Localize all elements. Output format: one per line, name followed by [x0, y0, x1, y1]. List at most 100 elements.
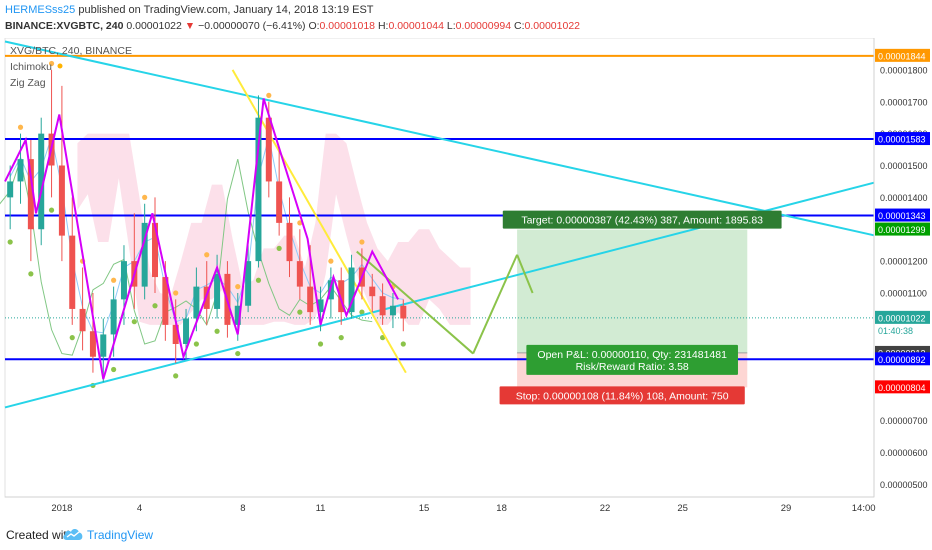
created-with-text: Created with [6, 528, 74, 542]
ichimoku-dot [7, 239, 13, 245]
price-label-text: 0.00000804 [878, 383, 926, 393]
candle-body [276, 181, 283, 223]
candle-body [27, 159, 34, 230]
profit-zone[interactable] [517, 229, 748, 353]
price-tick-label: 0.00001200 [880, 257, 928, 267]
ichimoku-dot [297, 220, 303, 226]
author-link[interactable]: HERMESss25 [5, 4, 76, 16]
time-tick-label: 2018 [51, 503, 72, 514]
candle-body [389, 305, 396, 316]
candle-body [152, 222, 159, 278]
trendline[interactable] [472, 254, 519, 354]
legend-zigzag: Zig Zag [10, 77, 46, 89]
tradingview-cloud-icon [63, 529, 83, 540]
ichimoku-dot [235, 284, 241, 290]
time-tick-label: 11 [316, 503, 326, 514]
price-tick-label: 0.00000600 [880, 448, 928, 458]
candle-body [307, 286, 314, 313]
low-label: L: [446, 20, 456, 32]
candle-body [79, 308, 86, 332]
close-value: 0.00001022 [524, 20, 581, 32]
trendline[interactable] [4, 40, 875, 237]
price-label-text: 0.00001299 [878, 225, 926, 235]
candle-body [162, 277, 169, 325]
ichimoku-dot [142, 194, 148, 200]
chart-legend: XVG/BTC, 240, BINANCE Ichimoku Zig Zag [10, 45, 132, 89]
candle-body [120, 261, 127, 300]
price-label-text: 0.00001022 [878, 313, 926, 323]
candle-body [369, 286, 376, 297]
ichimoku-dot [152, 303, 158, 309]
price-chart[interactable]: 0.000005000.000006000.000007000.00000900… [0, 37, 932, 520]
price-label-box[interactable] [875, 48, 930, 62]
candle-body [110, 299, 117, 335]
ichimoku-dot [173, 290, 179, 296]
price-tick-label: 0.00000500 [880, 480, 928, 490]
candle-body [286, 222, 293, 262]
ichimoku-dot [48, 207, 55, 213]
candle-body [214, 273, 221, 309]
price-tick-label: 0.00001100 [880, 289, 927, 299]
trendline[interactable] [516, 254, 534, 294]
ichimoku-dot [338, 335, 344, 341]
price-label-box[interactable] [875, 380, 930, 394]
ichimoku-dot [276, 245, 282, 251]
tradingview-brand[interactable]: TradingView [87, 528, 154, 542]
ichimoku-dot [235, 350, 241, 357]
ichimoku-dot [317, 341, 324, 347]
price-label-text: 0.00001844 [878, 51, 926, 61]
candle-body [296, 261, 303, 287]
price-axis-bg [874, 38, 932, 497]
zigzag-indicator [4, 98, 399, 380]
open-value: 0.00001018 [319, 20, 376, 32]
target-label-box [502, 210, 782, 229]
ichimoku-dot [214, 328, 220, 334]
ichimoku-dot [111, 277, 117, 283]
candle-body [89, 331, 96, 357]
ichimoku-dot [28, 271, 34, 277]
ichimoku-dot [204, 252, 210, 258]
ichimoku-dot [193, 341, 199, 347]
price-tick-label: 0.00001500 [880, 161, 928, 171]
price-label-box[interactable] [875, 352, 930, 366]
trendline[interactable] [356, 250, 474, 355]
pnl-label-text: Open P&L: 0.00000110, Qty: 231481481 [537, 349, 727, 361]
legend-ichimoku: Ichimoku [10, 61, 52, 73]
price-tick-label: 0.00001700 [880, 97, 928, 107]
ichimoku-dot [380, 335, 386, 341]
candle-body [38, 133, 45, 230]
publish-line: HERMESss25 published on TradingView.com,… [5, 4, 374, 16]
chart-area[interactable]: 0.000005000.000006000.000007000.00000900… [0, 37, 932, 520]
ichimoku-dot [400, 341, 406, 347]
candle-body [255, 117, 262, 262]
ichimoku-dot [69, 335, 75, 341]
price-tick-label: 0.00001800 [880, 65, 928, 75]
candle-body [245, 261, 252, 306]
down-arrow-icon: ▼ [184, 20, 196, 32]
candle-body [183, 318, 190, 344]
high-label: H: [377, 20, 389, 32]
ichimoku-dot [48, 60, 55, 67]
ichimoku-dot [297, 309, 303, 315]
price-label-box[interactable] [875, 132, 930, 146]
candle-body [265, 117, 272, 182]
candle-body [17, 159, 24, 182]
price-label-box[interactable] [875, 222, 930, 236]
candle-body [7, 181, 14, 198]
stop-label-box [499, 386, 745, 405]
time-tick-label: 18 [496, 503, 507, 514]
time-axis[interactable]: 2018 4 8 11 15 18 22 25 29 14:00 [5, 496, 876, 514]
price-axis[interactable]: 0.000005000.000006000.000007000.00000900… [873, 38, 932, 497]
low-value: 0.00000994 [455, 20, 512, 32]
published-text: published on TradingView.com, January 14… [75, 4, 374, 16]
time-tick-label: 22 [600, 503, 611, 514]
open-label: O: [308, 20, 320, 32]
footer: Created with TradingView [0, 520, 932, 550]
pnl-label-text: Risk/Reward Ratio: 3.58 [576, 361, 689, 373]
price-label-box[interactable] [875, 208, 930, 222]
price-label-box[interactable] [875, 310, 930, 324]
plot-frame [4, 37, 875, 498]
ichimoku-dot [173, 373, 179, 379]
target-label-text: Target: 0.00000387 (42.43%) 387, Amount:… [521, 215, 763, 227]
ohlc-line: BINANCE:XVGBTC, 240 0.00001022 ▼ −0.0000… [5, 20, 580, 32]
